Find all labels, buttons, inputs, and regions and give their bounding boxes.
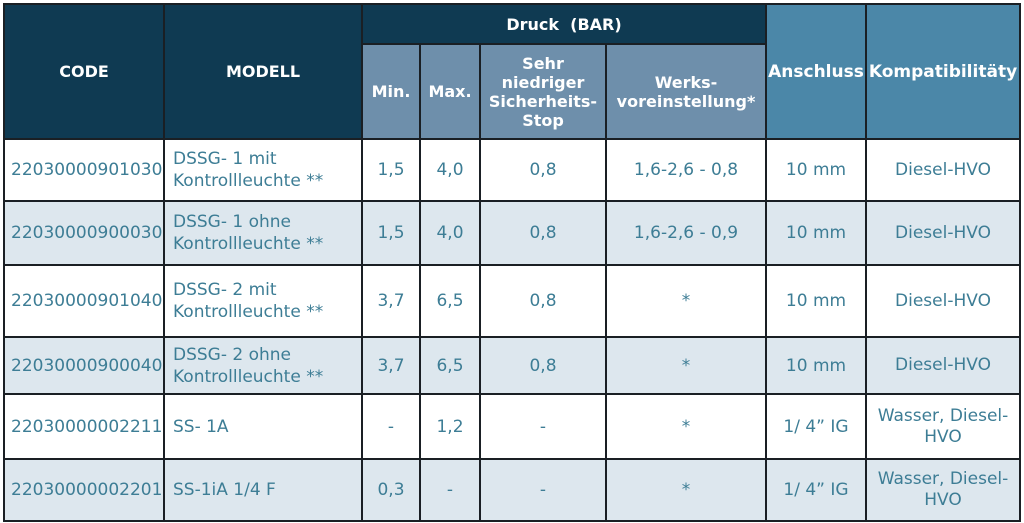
cell-min: 1,5 (362, 139, 420, 201)
cell-compatibility: Wasser, Diesel- HVO (866, 459, 1020, 521)
cell-model: DSSG- 1 ohne Kontrollleuchte ** (164, 201, 362, 265)
table-row: 22030000901040 DSSG- 2 mit Kontrollleuch… (4, 265, 1020, 337)
cell-max: - (420, 459, 480, 521)
cell-min: - (362, 394, 420, 459)
cell-max: 6,5 (420, 337, 480, 394)
cell-stop: - (480, 394, 606, 459)
cell-code: 22030000901040 (4, 265, 164, 337)
cell-code: 22030000900040 (4, 337, 164, 394)
cell-connection: 1/ 4” IG (766, 459, 866, 521)
cell-compatibility: Diesel-HVO (866, 139, 1020, 201)
product-table: CODE MODELL Druck (BAR) Anschluss Kompat… (3, 3, 1021, 522)
cell-stop: 0,8 (480, 265, 606, 337)
header-min: Min. (362, 44, 420, 139)
cell-code: 22030000002201 (4, 459, 164, 521)
cell-max: 6,5 (420, 265, 480, 337)
cell-compatibility: Diesel-HVO (866, 201, 1020, 265)
cell-min: 1,5 (362, 201, 420, 265)
header-connection: Anschluss (766, 4, 866, 139)
cell-connection: 10 mm (766, 337, 866, 394)
cell-compatibility: Diesel-HVO (866, 337, 1020, 394)
table-row: 22030000901030 DSSG- 1 mit Kontrollleuch… (4, 139, 1020, 201)
header-max: Max. (420, 44, 480, 139)
cell-connection: 10 mm (766, 139, 866, 201)
header-code: CODE (4, 4, 164, 139)
cell-min: 3,7 (362, 265, 420, 337)
cell-stop: 0,8 (480, 139, 606, 201)
cell-connection: 1/ 4” IG (766, 394, 866, 459)
cell-compatibility: Wasser, Diesel- HVO (866, 394, 1020, 459)
cell-code: 22030000901030 (4, 139, 164, 201)
cell-model: DSSG- 1 mit Kontrollleuchte ** (164, 139, 362, 201)
cell-model: DSSG- 2 ohne Kontrollleuchte ** (164, 337, 362, 394)
header-factory-setting: Werks- voreinstellung* (606, 44, 766, 139)
cell-connection: 10 mm (766, 265, 866, 337)
cell-stop: - (480, 459, 606, 521)
cell-compatibility: Diesel-HVO (866, 265, 1020, 337)
header-compatibility: Kompatibilitäty (866, 4, 1020, 139)
cell-code: 22030000002211 (4, 394, 164, 459)
cell-factory: * (606, 265, 766, 337)
cell-max: 1,2 (420, 394, 480, 459)
cell-factory: * (606, 337, 766, 394)
cell-model: DSSG- 2 mit Kontrollleuchte ** (164, 265, 362, 337)
cell-min: 3,7 (362, 337, 420, 394)
table-row: 22030000900040 DSSG- 2 ohne Kontrollleuc… (4, 337, 1020, 394)
header-model: MODELL (164, 4, 362, 139)
cell-factory: 1,6-2,6 - 0,9 (606, 201, 766, 265)
cell-model: SS-1iA 1/4 F (164, 459, 362, 521)
cell-factory: * (606, 394, 766, 459)
table-row: 22030000002211 SS- 1A - 1,2 - * 1/ 4” IG… (4, 394, 1020, 459)
cell-connection: 10 mm (766, 201, 866, 265)
header-very-low-safety-stop: Sehr niedriger Sicherheits- Stop (480, 44, 606, 139)
cell-stop: 0,8 (480, 337, 606, 394)
cell-factory: 1,6-2,6 - 0,8 (606, 139, 766, 201)
header-pressure-group: Druck (BAR) (362, 4, 766, 44)
cell-factory: * (606, 459, 766, 521)
table-row: 22030000900030 DSSG- 1 ohne Kontrollleuc… (4, 201, 1020, 265)
cell-model: SS- 1A (164, 394, 362, 459)
cell-min: 0,3 (362, 459, 420, 521)
table-row: 22030000002201 SS-1iA 1/4 F 0,3 - - * 1/… (4, 459, 1020, 521)
cell-max: 4,0 (420, 201, 480, 265)
cell-code: 22030000900030 (4, 201, 164, 265)
cell-max: 4,0 (420, 139, 480, 201)
cell-stop: 0,8 (480, 201, 606, 265)
